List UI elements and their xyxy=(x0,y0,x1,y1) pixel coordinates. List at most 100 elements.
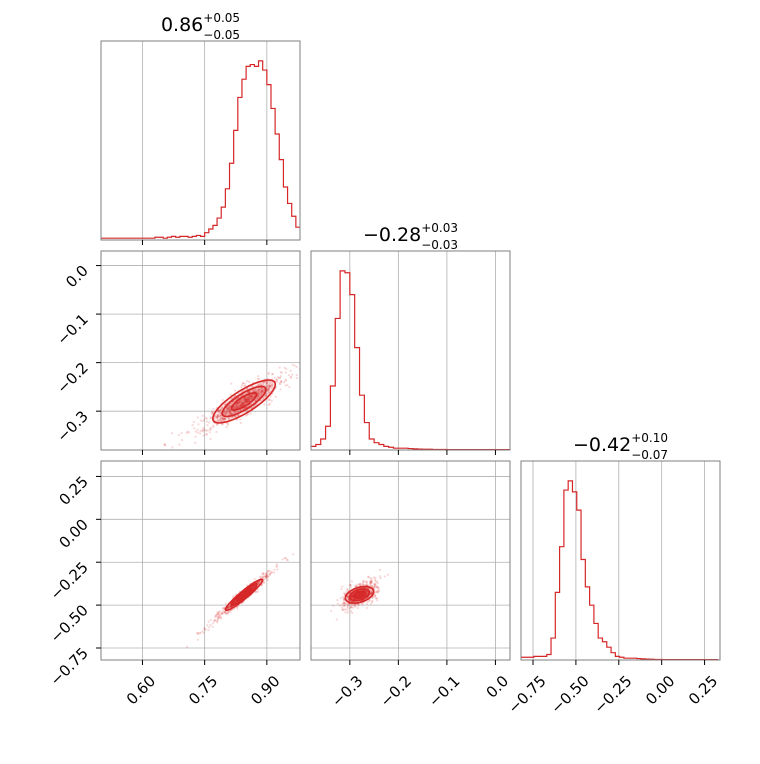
scatter-point xyxy=(226,422,230,425)
scatter-point xyxy=(243,402,246,405)
scatter-point xyxy=(206,423,209,427)
scatter-point xyxy=(241,403,244,407)
scatter-point xyxy=(244,398,247,401)
scatter-point xyxy=(218,615,221,618)
title-plus: +0.10 xyxy=(631,431,668,445)
scatter-point xyxy=(360,592,364,595)
scatter-point xyxy=(253,393,256,396)
scatter-point xyxy=(219,416,223,419)
scatter-point xyxy=(219,414,222,417)
scatter-point xyxy=(374,597,378,600)
param-title: 0.86+0.05 xyxy=(161,11,240,36)
scatter-point xyxy=(362,583,365,587)
scatter-point xyxy=(361,593,364,597)
scatter-point xyxy=(258,377,261,380)
scatter-point xyxy=(266,382,269,385)
scatter-point xyxy=(238,401,241,404)
histogram-steps xyxy=(521,480,719,660)
scatter-point xyxy=(224,611,228,614)
scatter-point xyxy=(376,582,379,585)
scatter-point xyxy=(260,388,263,392)
scatter-point xyxy=(350,596,353,599)
scatter-point xyxy=(356,583,359,586)
scatter-point xyxy=(278,366,281,369)
scatter-point xyxy=(360,592,363,595)
scatter-point xyxy=(216,420,220,423)
scatter-point xyxy=(271,387,274,390)
scatter-point xyxy=(368,599,371,602)
param-title: −0.42+0.10 xyxy=(573,431,668,456)
scatter-point xyxy=(227,404,230,407)
scatter-point xyxy=(295,373,298,377)
scatter-point xyxy=(241,401,244,404)
scatter-point xyxy=(234,404,238,407)
scatter-point xyxy=(255,403,258,406)
scatter-point xyxy=(224,412,228,415)
scatter-point xyxy=(240,401,244,404)
scatter-point xyxy=(205,433,208,436)
scatter-point xyxy=(227,410,230,413)
scatter-point xyxy=(302,544,304,546)
scatter-point xyxy=(250,403,253,406)
scatter-point xyxy=(244,401,247,404)
scatter-point xyxy=(246,379,249,383)
scatter-point xyxy=(374,585,377,588)
scatter-point xyxy=(358,593,361,596)
scatter-point xyxy=(211,411,214,415)
scatter-point xyxy=(246,396,249,399)
scatter-point xyxy=(295,365,298,368)
scatter-point xyxy=(229,409,232,412)
scatter-point xyxy=(346,602,349,605)
scatter-point xyxy=(361,593,364,596)
scatter-point xyxy=(185,645,189,649)
scatter-point xyxy=(226,611,230,614)
scatter-point xyxy=(208,431,212,434)
scatter-point xyxy=(256,394,260,397)
scatter-point xyxy=(228,411,231,415)
scatter-point xyxy=(344,601,347,604)
scatter-point xyxy=(275,565,278,568)
scatter-point xyxy=(341,608,344,611)
scatter-point xyxy=(209,623,212,626)
x-tick-label: −0.2 xyxy=(377,672,415,710)
scatter-point xyxy=(196,431,199,434)
scatter-point xyxy=(192,420,195,424)
scatter-point xyxy=(264,572,267,575)
scatter-point xyxy=(275,378,278,381)
scatter-point xyxy=(205,420,209,423)
scatter-point xyxy=(193,427,196,430)
scatter-point xyxy=(196,428,199,431)
scatter-point xyxy=(227,407,230,410)
scatter-point xyxy=(357,592,361,595)
scatter-point xyxy=(215,430,218,434)
y-tick-label: −0.1 xyxy=(53,310,91,348)
scatter-point xyxy=(229,413,232,416)
scatter-point xyxy=(228,407,231,410)
scatter-point xyxy=(220,408,223,411)
scatter-point xyxy=(371,597,374,600)
scatter-point xyxy=(222,417,225,420)
scatter-point xyxy=(360,592,363,595)
scatter-point xyxy=(202,418,206,421)
scatter-point xyxy=(216,615,219,618)
scatter-point xyxy=(240,399,243,402)
scatter-point xyxy=(257,387,260,390)
scatter-point xyxy=(352,603,356,606)
scatter-point xyxy=(237,404,240,408)
scatter-point xyxy=(210,416,213,420)
scatter-point xyxy=(223,417,227,420)
scatter-point xyxy=(376,591,379,594)
scatter-point xyxy=(361,593,364,597)
density-contour xyxy=(235,587,253,602)
scatter-point xyxy=(241,401,244,404)
scatter-point xyxy=(350,595,353,598)
x-tick-label: 0.60 xyxy=(123,672,159,708)
scatter-point xyxy=(247,396,251,399)
scatter-point xyxy=(257,581,261,584)
scatter-point xyxy=(244,401,247,405)
scatter-point xyxy=(242,398,246,402)
scatter-point xyxy=(377,587,380,590)
scatter-point xyxy=(255,397,259,400)
scatter-point xyxy=(249,396,252,399)
scatter-point xyxy=(266,384,269,387)
